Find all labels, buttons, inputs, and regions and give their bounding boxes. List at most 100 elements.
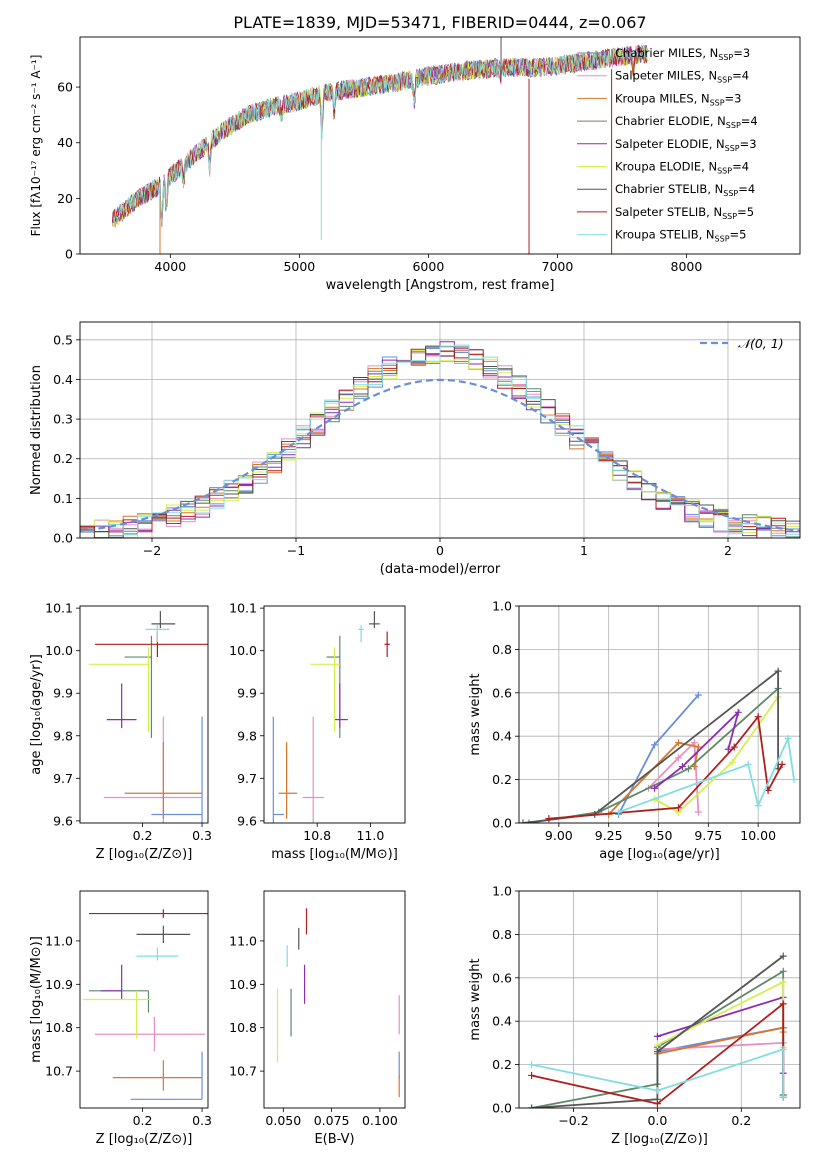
legend-name: Kroupa MILES <box>615 91 694 105</box>
residuals-xtick-label: 2 <box>724 543 732 558</box>
weights_vs_z-ytick-label: 0.8 <box>492 927 512 942</box>
age_vs_mass-ytick-label: 10.0 <box>229 643 257 658</box>
mass_vs_ebv-plot-area <box>276 908 400 1098</box>
residuals-ytick-label: 0.3 <box>53 412 73 427</box>
age_vs_z-frame <box>79 605 209 824</box>
age_vs_mass-ytick-label: 10.1 <box>229 601 257 616</box>
weights_vs_z-marker-6-2 <box>653 1048 661 1056</box>
weights_vs_z-marker-6-0 <box>528 1104 536 1108</box>
legend-n-value: =4 <box>738 182 755 196</box>
weights_vs_age-marker-8-4 <box>790 776 798 784</box>
weights_vs_age-marker-1-2 <box>690 739 698 747</box>
weights_vs_age-series-5 <box>654 696 779 814</box>
weights_vs_z-plot-area <box>528 952 787 1108</box>
weights_vs_age-marker-3-2 <box>684 765 692 773</box>
weights_vs_age-marker-7-5 <box>778 760 786 768</box>
figure-title: PLATE=1839, MJD=53471, FIBERID=0444, z=0… <box>233 13 646 32</box>
weights_vs_age-marker-7-0 <box>545 815 553 823</box>
legend-entry-8: Kroupa STELIB, NSSP=5 <box>615 228 746 244</box>
legend-n-value: =4 <box>732 160 749 174</box>
gaussian-legend-label: 𝒩(0, 1) <box>738 336 784 351</box>
mass_vs_z-xtick-label: 0.3 <box>192 1113 212 1128</box>
residuals-ytick-label: 0.1 <box>53 491 73 506</box>
residuals-ylabel: Normed distribution <box>29 365 44 495</box>
spectrum-ytick-label: 0 <box>65 247 73 262</box>
legend-entry-3: Chabrier ELODIE, NSSP=4 <box>615 114 758 130</box>
weights_vs_age-marker-8-0 <box>615 808 623 816</box>
weights_vs_age-marker-3-0 <box>525 819 533 823</box>
legend-entry-7: Salpeter STELIB, NSSP=5 <box>615 205 754 221</box>
weights_vs_z-ytick-label: 0.6 <box>492 970 512 985</box>
age_vs_mass-plot-area <box>272 611 390 823</box>
spectrum-line-3 <box>112 46 648 227</box>
weights_vs_z-marker-4-0 <box>653 1032 661 1040</box>
residuals-ytick-label: 0.5 <box>53 332 73 347</box>
residuals-xtick-label: 0 <box>436 543 444 558</box>
spectrum-xtick-label: 6000 <box>412 259 444 274</box>
weights_vs_age-frame <box>518 605 801 824</box>
mass_vs_ebv-ytick-label: 10.9 <box>229 977 257 992</box>
spectrum-plot-area <box>112 37 648 254</box>
mass_vs_z-frame <box>79 890 209 1109</box>
age_vs_z-ylabel: age [log₁₀(age/yr)] <box>29 654 44 775</box>
legend-n-prefix: , N <box>694 91 710 105</box>
legend-n-prefix: , N <box>707 182 723 196</box>
weights_vs_age-xtick-label: 9.00 <box>545 828 573 843</box>
mass_vs_z-xlabel: Z [log₁₀(Z/Z⊙)] <box>96 1132 193 1147</box>
legend-n-value: =4 <box>741 114 758 128</box>
mass_vs_z-xtick-label: 0.2 <box>133 1113 153 1128</box>
spectrum-ylabel: Flux [fλ10⁻¹⁷ erg cm⁻² s⁻¹ A⁻¹] <box>29 55 43 237</box>
spectrum-line-1 <box>112 45 648 228</box>
legend-n-value: =5 <box>737 205 754 219</box>
mass_vs_ebv-frame <box>263 890 406 1109</box>
spectrum-xtick-label: 5000 <box>283 259 315 274</box>
weights_vs_age-series-4 <box>653 709 740 790</box>
spectrum-xtick-label: 4000 <box>154 259 186 274</box>
weights_vs_age-ytick-label: 0.0 <box>492 816 512 831</box>
weights_vs_z-ytick-label: 0.4 <box>492 1014 512 1029</box>
spectrum-line-8 <box>112 47 648 226</box>
mass_vs_z-panel: 0.2 0.3 10.7 10.8 10.9 11.0 Z [log₁₀(Z/Z⊙)] mas… <box>29 890 212 1147</box>
weights_vs_z-series-8 <box>531 1048 785 1098</box>
mass_vs_z-plot-area <box>82 909 208 1100</box>
legend-entry-2: Kroupa MILES, NSSP=3 <box>615 91 742 107</box>
age_vs_z-ytick-label: 9.8 <box>53 728 73 743</box>
weights_vs_z-marker-5-0 <box>653 1041 661 1049</box>
legend-n-sub: SSP <box>723 189 738 198</box>
legend-n-prefix: , N <box>706 205 722 219</box>
spectrum-frame <box>79 36 801 255</box>
legend-entry-0: Chabrier MILES, NSSP=3 <box>615 46 750 62</box>
gaussian-curve <box>80 378 800 533</box>
legend-name: Salpeter MILES <box>615 69 701 83</box>
legend-n-sub: SSP <box>725 144 740 153</box>
weights_vs_age-series-1 <box>647 740 700 813</box>
age_vs_mass-ytick-label: 9.8 <box>237 728 257 743</box>
weights_vs_z-ylabel: mass weight <box>468 958 483 1040</box>
legend-n-value: =4 <box>732 69 749 83</box>
mass_vs_ebv-xtick-label: 0.050 <box>265 1113 301 1128</box>
mass_vs_ebv-panel: 0.050 0.075 0.100 10.7 10.8 10.9 11.0 E(B-V) <box>229 890 406 1147</box>
legend-n-value: =5 <box>730 228 747 242</box>
legend-entry-6: Chabrier STELIB, NSSP=4 <box>615 182 755 198</box>
residuals-plot-area <box>80 341 800 538</box>
weights_vs_z-marker-6-3 <box>779 952 787 960</box>
legend-n-sub: SSP <box>715 235 730 244</box>
legend-n-sub: SSP <box>722 212 737 221</box>
age_vs_z-ytick-label: 10.0 <box>45 643 73 658</box>
weights_vs_age-marker-7-3 <box>754 713 762 721</box>
weights_vs_age-marker-7-2 <box>730 743 738 751</box>
weights_vs_age-marker-8-1 <box>744 760 752 768</box>
legend-n-value: =3 <box>733 46 750 60</box>
legend-n-sub: SSP <box>717 76 732 85</box>
age_vs_z-xtick-label: 0.2 <box>133 828 153 843</box>
weights_vs_z-marker-8-3 <box>779 1093 787 1101</box>
weights_vs_z-marker-8-2 <box>779 1045 787 1053</box>
age_vs_mass-xlabel: mass [log₁₀(M/M⊙)] <box>271 847 398 862</box>
age_vs_z-ytick-label: 10.1 <box>45 601 73 616</box>
legend-n-prefix: , N <box>701 69 717 83</box>
weights_vs_age-marker-6-2 <box>774 667 782 675</box>
age_vs_mass-xtick-label: 10.8 <box>303 828 331 843</box>
weights_vs_age-ytick-label: 0.2 <box>492 772 512 787</box>
spectrum-xlabel: wavelength [Angstrom, rest frame] <box>326 278 555 293</box>
spectrum-line-7 <box>112 45 648 226</box>
